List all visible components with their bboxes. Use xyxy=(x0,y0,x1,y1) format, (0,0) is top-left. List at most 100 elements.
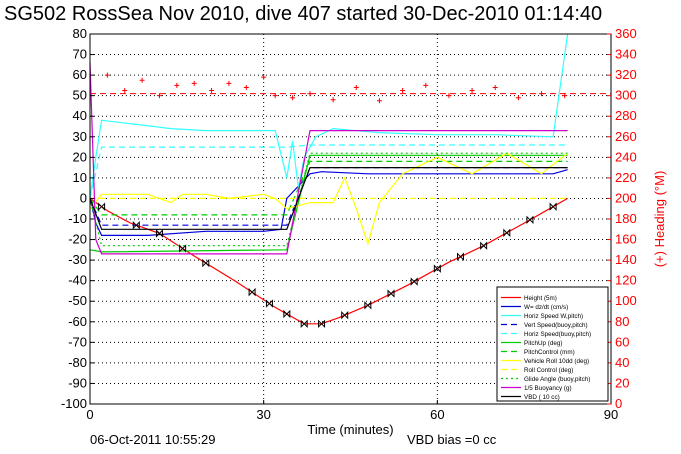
y-right-tick-label: 320 xyxy=(615,67,637,82)
y-tick-label: 50 xyxy=(73,88,87,103)
series-line xyxy=(89,167,568,230)
y-right-tick-label: 60 xyxy=(615,334,629,349)
y-right-tick-label: 80 xyxy=(615,314,629,329)
heading-point xyxy=(400,88,406,94)
series-line xyxy=(89,144,568,199)
y-tick-label: -40 xyxy=(68,273,87,288)
x-axis-label: Time (minutes) xyxy=(307,422,393,437)
depth-marker xyxy=(155,229,163,238)
y-right-tick-label: 300 xyxy=(615,88,637,103)
heading-point xyxy=(423,82,429,88)
y-right-axis-label: (+) Heading (°M) xyxy=(652,171,667,268)
y-tick-label: 20 xyxy=(73,149,87,164)
y-right-tick-label: 360 xyxy=(615,26,637,41)
legend-label: Vert Speed(buoy,pitch) xyxy=(524,322,588,329)
heading-point xyxy=(290,95,296,101)
y-right-tick-label: 180 xyxy=(615,211,637,226)
depth-marker xyxy=(179,244,187,253)
y-tick-label: -70 xyxy=(68,334,87,349)
depth-marker xyxy=(248,287,256,297)
heading-point xyxy=(243,84,249,90)
y-tick-label: -100 xyxy=(61,396,87,411)
depth-marker xyxy=(283,309,291,319)
depth-marker xyxy=(549,202,557,211)
y-tick-label: 0 xyxy=(80,190,87,205)
x-tick-label: 90 xyxy=(604,407,618,422)
heading-point xyxy=(492,84,498,90)
heading-point xyxy=(122,88,128,94)
y-right-tick-label: 0 xyxy=(615,396,622,411)
depth-marker xyxy=(433,264,441,273)
heading-point xyxy=(272,93,278,99)
depth-marker xyxy=(503,228,511,238)
series-line xyxy=(89,62,568,255)
x-tick-label: 30 xyxy=(256,407,270,422)
y-right-tick-label: 240 xyxy=(615,149,637,164)
depth-marker xyxy=(202,258,210,268)
heading-point xyxy=(261,74,267,80)
y-tick-label: -90 xyxy=(68,375,87,390)
y-tick-label: -20 xyxy=(68,232,87,247)
depth-marker xyxy=(410,277,418,286)
legend-label: Height (5m) xyxy=(524,295,557,302)
heading-point xyxy=(191,80,197,86)
legend-label: Horiz Speed W,pitch) xyxy=(524,313,583,320)
generation-date: 06-Oct-2011 10:55:29 xyxy=(90,432,216,447)
y-right-tick-label: 200 xyxy=(615,190,637,205)
heading-point xyxy=(562,93,568,99)
heading-point xyxy=(330,97,336,103)
depth-marker xyxy=(98,202,106,211)
y-tick-label: 10 xyxy=(73,170,87,185)
heading-point xyxy=(139,77,145,83)
y-tick-label: -30 xyxy=(68,252,87,267)
depth-marker xyxy=(456,252,464,261)
vbd-bias-label: VBD bias =0 cc xyxy=(407,432,497,447)
depth-marker xyxy=(364,301,372,310)
heading-point xyxy=(174,82,180,88)
heading-point xyxy=(446,93,452,99)
y-tick-label: 80 xyxy=(73,26,87,41)
heading-point xyxy=(307,91,313,97)
heading-point xyxy=(209,88,215,94)
legend-label: Glide Angle (buoy,pitch) xyxy=(524,376,590,383)
depth-marker xyxy=(318,319,326,329)
y-right-tick-label: 20 xyxy=(615,375,629,390)
chart-title: SG502 RossSea Nov 2010, dive 407 started… xyxy=(4,3,603,25)
legend-label: Horiz Speed(buoy,pitch) xyxy=(524,331,591,338)
series-line xyxy=(89,152,568,246)
legend-label: Vehicle Roll 10dd (deg) xyxy=(524,358,589,365)
y-right-tick-label: 140 xyxy=(615,252,637,267)
y-right-tick-label: 120 xyxy=(615,273,637,288)
depth-marker xyxy=(526,215,534,225)
y-tick-label: -80 xyxy=(68,355,87,370)
y-right-tick-label: 220 xyxy=(615,170,637,185)
legend-label: Roll Control (deg) xyxy=(524,367,573,374)
y-right-tick-label: 40 xyxy=(615,355,629,370)
depth-marker xyxy=(300,319,308,329)
legend-label: VBD ( 10 cc) xyxy=(524,394,560,401)
y-tick-label: -50 xyxy=(68,293,87,308)
x-tick-label: 60 xyxy=(430,407,444,422)
heading-point xyxy=(376,98,382,104)
y-tick-label: 70 xyxy=(73,47,87,62)
depth-marker xyxy=(265,299,273,308)
legend-label: PitchControl (mm) xyxy=(524,349,575,356)
heading-point xyxy=(515,95,521,101)
series-line xyxy=(89,154,568,253)
series-line xyxy=(89,33,569,199)
y-tick-label: 30 xyxy=(73,129,87,144)
y-tick-label: -10 xyxy=(68,211,87,226)
heading-point xyxy=(226,80,232,86)
legend-label: W= dz/dt (cm/s) xyxy=(524,304,568,311)
heading-point xyxy=(539,91,545,97)
heading-point xyxy=(104,72,110,78)
heading-point xyxy=(156,93,162,99)
y-right-tick-label: 280 xyxy=(615,108,637,123)
y-right-tick-label: 260 xyxy=(615,129,637,144)
depth-marker xyxy=(132,220,140,230)
y-tick-label: 60 xyxy=(73,67,87,82)
x-tick-label: 0 xyxy=(86,407,93,422)
heading-point xyxy=(353,84,359,90)
